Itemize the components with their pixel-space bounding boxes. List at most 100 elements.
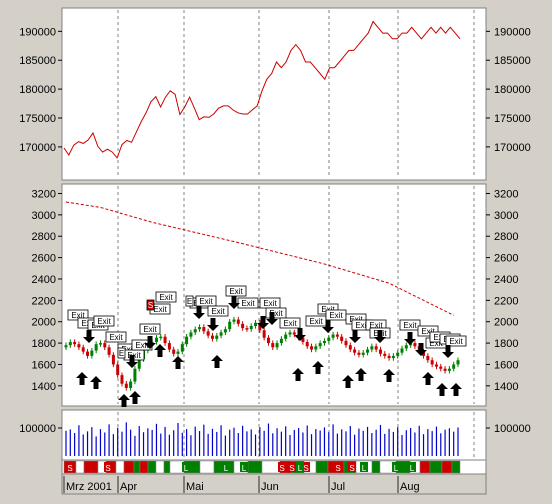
exit-marker-label: Exit <box>135 341 149 350</box>
strip-label-box <box>348 462 356 472</box>
exit-marker-label: Exit <box>71 311 85 320</box>
candle-body <box>77 344 81 348</box>
price-axis-tick-left: 2800 <box>32 231 56 243</box>
month-label: Mai <box>186 481 204 493</box>
candle-body <box>443 368 447 371</box>
strip-label-box <box>408 462 416 472</box>
candle-body <box>335 334 339 337</box>
candle-body <box>318 343 322 347</box>
buy-signal-arrow <box>355 368 367 381</box>
candle-body <box>271 343 275 348</box>
moving-average-line <box>65 201 454 316</box>
strip-label-box <box>240 462 248 472</box>
candle-body <box>310 346 314 350</box>
strip-label-box <box>296 462 304 472</box>
equity-axis-tick-left: 180000 <box>19 84 56 96</box>
price-axis-tick-left: 1400 <box>32 381 56 393</box>
strip-segment <box>83 460 99 474</box>
equity-axis-tick-left: 190000 <box>19 26 56 38</box>
candle-body <box>426 355 430 361</box>
equity-axis-tick-right: 170000 <box>494 142 531 154</box>
buy-signal-arrow <box>450 383 462 396</box>
strip-segment <box>261 460 281 474</box>
short-position-label: S <box>335 464 340 473</box>
exit-marker-label: Exit <box>263 299 277 308</box>
volume-axis-tick-right: 100000 <box>494 423 531 435</box>
exit-short-marker-label: E <box>187 297 192 306</box>
candle-body <box>413 343 417 347</box>
candle-body <box>154 337 158 343</box>
candle-body <box>249 325 253 330</box>
buy-signal-arrow <box>436 383 448 396</box>
exit-marker-label: Exit <box>269 309 283 318</box>
candle-body <box>120 375 124 384</box>
exit-marker-label: Exit <box>429 339 443 348</box>
price-axis-tick-right: 2800 <box>494 231 518 243</box>
strip-label-box <box>182 462 190 472</box>
exit-marker-label: Exit <box>121 345 135 354</box>
sell-signal-arrow <box>266 312 278 325</box>
candle-body <box>447 368 451 371</box>
sell-signal-arrow <box>83 330 95 343</box>
long-position-label: L <box>242 464 247 473</box>
strip-label-box <box>222 462 230 472</box>
price-panel <box>61 183 487 407</box>
candle-body <box>292 332 296 335</box>
short-position-label: S <box>349 464 354 473</box>
equity-line <box>63 20 461 159</box>
candle-body <box>266 337 270 344</box>
candle-body <box>361 352 365 355</box>
strip-label-box <box>302 462 310 472</box>
candle-body <box>314 346 318 350</box>
exit-marker-label: Exit <box>143 325 157 334</box>
candle-body <box>73 342 77 345</box>
strip-segment <box>155 460 165 474</box>
exit-marker-label: Exit <box>309 317 323 326</box>
equity-axis-tick-right: 190000 <box>494 26 531 38</box>
equity-panel <box>61 7 487 181</box>
volume-bars <box>65 422 459 456</box>
exit-short-marker-box <box>185 295 194 307</box>
buy-signal-arrow <box>342 375 354 388</box>
candle-body <box>180 344 184 352</box>
equity-axis-tick-left: 175000 <box>19 113 56 125</box>
candle-body <box>202 327 206 332</box>
strip-segment <box>419 460 431 474</box>
strip-label-box <box>392 462 400 472</box>
equity-axis-tick-right: 185000 <box>494 55 531 67</box>
equity-axis-tick-right: 180000 <box>494 84 531 96</box>
strip-segment <box>139 460 149 474</box>
exit-marker-label: Exit <box>355 321 369 330</box>
candle-body <box>374 346 378 350</box>
candle-body <box>301 337 305 343</box>
month-label: Aug <box>400 481 420 493</box>
buy-signal-arrow <box>118 394 130 407</box>
equity-axis-tick-left: 185000 <box>19 55 56 67</box>
price-axis-tick-left: 2600 <box>32 253 56 265</box>
candle-body <box>396 352 400 356</box>
volume-axis-tick-left: 100000 <box>19 423 56 435</box>
candle-body <box>344 340 348 346</box>
candle-body <box>340 336 344 341</box>
candle-body <box>262 330 266 338</box>
sell-signal-arrow <box>207 318 219 331</box>
candle-body <box>137 359 141 369</box>
strip-segment <box>315 460 329 474</box>
candle-body <box>111 354 115 365</box>
price-axis-tick-right: 2000 <box>494 317 518 329</box>
buy-signal-arrow <box>76 372 88 385</box>
strip-segment <box>115 460 125 474</box>
price-axis-tick-right: 2600 <box>494 253 518 265</box>
strip-segment <box>133 460 141 474</box>
buy-signal-arrow <box>383 369 395 382</box>
long-position-label: L <box>410 464 415 473</box>
sell-signal-arrow <box>404 332 416 345</box>
sell-signal-arrow <box>322 320 334 333</box>
sell-signal-arrow <box>193 306 205 319</box>
candle-body <box>383 353 387 356</box>
exit-marker-label: Exit <box>403 321 417 330</box>
candle-body <box>176 351 180 354</box>
candle-body <box>107 347 111 355</box>
